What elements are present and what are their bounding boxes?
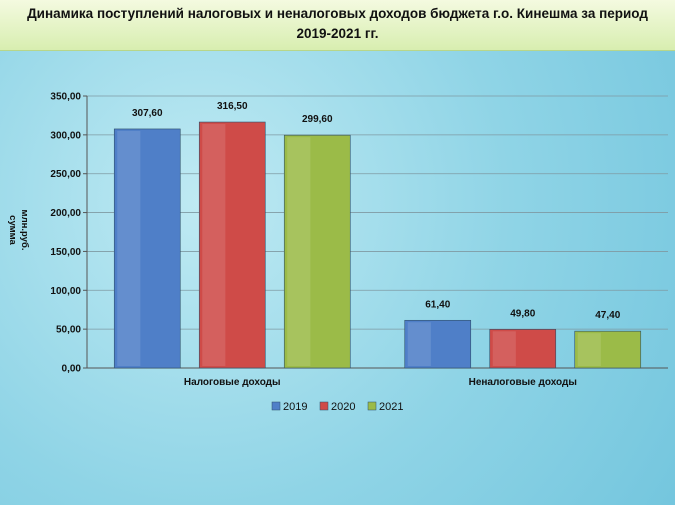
axes	[83, 95, 668, 369]
legend-label: 2019	[283, 401, 307, 413]
bar	[489, 328, 557, 369]
bar	[113, 128, 181, 369]
bars	[113, 121, 642, 369]
bar-highlight	[492, 331, 516, 366]
data-label: 299,60	[302, 114, 333, 125]
bar	[574, 330, 642, 369]
category-labels: Налоговые доходы Неналоговые доходы	[184, 377, 577, 388]
y-tick-label: 100,00	[50, 286, 81, 297]
y-tick-label: 300,00	[50, 130, 81, 141]
legend-swatch	[367, 401, 377, 411]
category-label: Неналоговые доходы	[469, 377, 577, 388]
y-tick-label: 150,00	[50, 247, 81, 258]
legend-swatch	[271, 401, 281, 411]
data-label: 307,60	[132, 108, 163, 119]
category-label: Налоговые доходы	[184, 377, 281, 388]
y-tick-labels: 0,00 50,00 100,00 150,00 200,00 250,00 300,00 3…	[50, 92, 81, 375]
data-label: 49,80	[510, 308, 535, 319]
chart-title-line2: 2019-2021 гг.	[296, 26, 379, 41]
legend-swatch	[319, 401, 329, 411]
bar	[283, 134, 351, 369]
chart-title: Динамика поступлений налоговых и неналог…	[0, 4, 675, 44]
y-axis-label-line2: млн.руб.	[19, 210, 30, 251]
bar	[198, 121, 266, 369]
y-tick-label: 0,00	[62, 364, 82, 375]
bar-highlight	[287, 137, 311, 366]
bar-highlight	[117, 130, 141, 366]
bar	[404, 319, 472, 369]
data-label: 61,40	[425, 299, 450, 310]
data-label: 47,40	[595, 310, 620, 321]
data-labels: 307,60 316,50 299,60 61,40 49,80 47,40	[132, 101, 621, 321]
bar-highlight	[407, 322, 431, 366]
y-tick-label: 250,00	[50, 169, 81, 180]
y-tick-label: 50,00	[56, 325, 81, 336]
data-label: 316,50	[217, 101, 248, 112]
chart-title-line1: Динамика поступлений налоговых и неналог…	[27, 6, 648, 21]
y-tick-label: 200,00	[50, 208, 81, 219]
bar-highlight	[577, 333, 601, 366]
y-axis-label-line1: сумма	[7, 215, 18, 245]
title-band	[0, 0, 675, 51]
legend-label: 2021	[379, 401, 403, 413]
y-tick-label: 350,00	[50, 92, 81, 103]
bar-highlight	[202, 124, 226, 366]
legend-label: 2020	[331, 401, 355, 413]
legend: 2019 2020 2021	[271, 401, 403, 413]
